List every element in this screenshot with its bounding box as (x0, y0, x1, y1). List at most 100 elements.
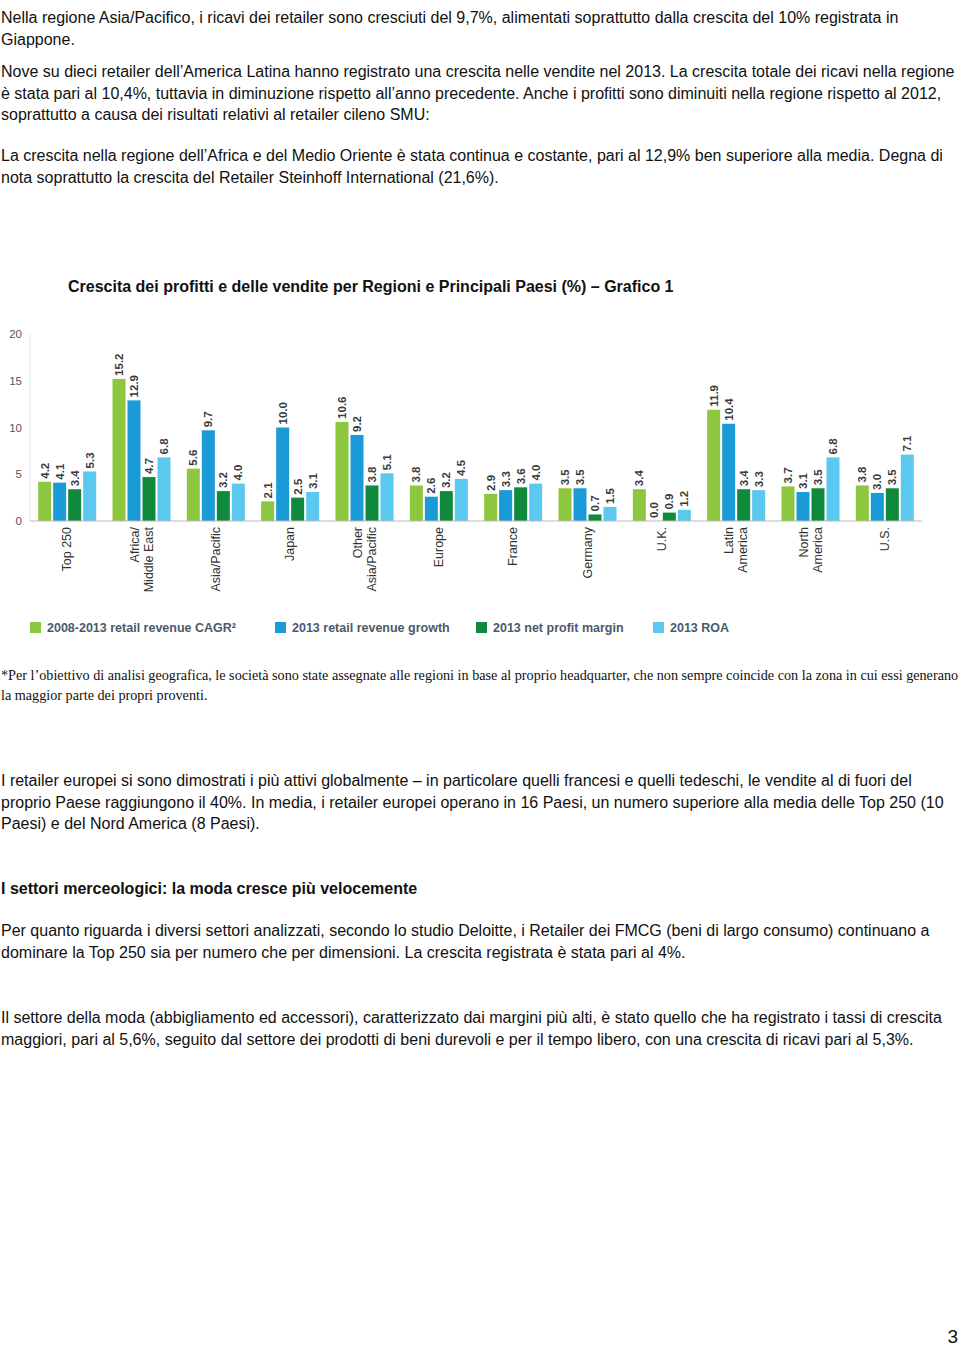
data-label: 3.1 (307, 472, 319, 489)
bar (574, 488, 587, 521)
page-number: 3 (947, 1326, 958, 1348)
data-label: 3.8 (410, 466, 422, 483)
label-line: Top 250 (60, 527, 74, 572)
x-tick-label: Europe (432, 527, 446, 567)
data-label: 1.5 (604, 487, 616, 504)
label-line: U.S. (878, 527, 892, 551)
data-label: 9.7 (202, 411, 214, 427)
data-label: 4.7 (143, 458, 155, 474)
data-label: 2.6 (425, 478, 437, 494)
bar (158, 457, 171, 521)
label-line: Latin (722, 527, 736, 554)
data-label: 5.6 (187, 450, 199, 466)
data-label: 6.8 (158, 438, 170, 455)
bar (856, 485, 869, 521)
x-tick-label: Japan (283, 527, 297, 561)
bar (143, 477, 156, 521)
y-tick-label: 5 (16, 468, 22, 480)
data-label: 10.6 (336, 396, 348, 418)
x-tick-label: Africa/Middle East (128, 526, 156, 592)
chart-title: Crescita dei profitti e delle vendite pe… (68, 278, 674, 296)
label-line: Asia/Pacific (209, 527, 223, 592)
y-tick-label: 20 (9, 328, 22, 340)
data-label: 10.0 (277, 402, 289, 424)
y-tick-label: 10 (9, 422, 22, 434)
data-label: 2.9 (485, 475, 497, 491)
bar (529, 484, 542, 521)
data-label: 5.3 (84, 452, 96, 468)
bar (53, 483, 66, 521)
x-tick-label: Germany (581, 526, 595, 578)
legend-swatch (30, 622, 41, 633)
legend-label: 2013 net profit margin (493, 621, 624, 635)
bar (484, 494, 497, 521)
data-label: 9.2 (351, 416, 363, 432)
data-label: 3.1 (797, 472, 809, 489)
bar (737, 489, 750, 521)
bar (113, 379, 126, 521)
data-label: 15.2 (113, 353, 125, 375)
label-line: Germany (581, 526, 595, 578)
bar (83, 471, 96, 521)
data-label: 6.8 (827, 438, 839, 455)
legend-swatch (653, 622, 664, 633)
bar (827, 457, 840, 521)
bar (276, 428, 289, 522)
data-label: 4.2 (39, 463, 51, 479)
label-line: Japan (283, 527, 297, 561)
x-tick-label: Top 250 (60, 527, 74, 572)
x-tick-label: LatinAmerica (722, 527, 750, 573)
label-line: France (506, 527, 520, 566)
data-label: 3.5 (559, 469, 571, 486)
data-label: 3.2 (217, 472, 229, 488)
bar (351, 435, 364, 521)
data-label: 12.9 (128, 375, 140, 397)
bar (752, 490, 765, 521)
bar (499, 490, 512, 521)
x-tick-label: Asia/Pacific (209, 527, 223, 592)
data-labels: 4.215.25.62.110.63.82.93.53.411.93.73.84… (39, 353, 914, 518)
bar (38, 482, 51, 521)
x-tick-label: France (506, 527, 520, 566)
bar (678, 510, 691, 521)
bar (455, 479, 468, 521)
data-label: 0.0 (648, 502, 660, 518)
label-line: America (811, 527, 825, 573)
data-label: 3.4 (69, 470, 81, 487)
bar (886, 488, 899, 521)
data-label: 3.5 (812, 469, 824, 486)
chart: 051015204.215.25.62.110.63.82.93.53.411.… (0, 318, 960, 643)
bar (663, 513, 676, 521)
y-tick-label: 0 (16, 515, 22, 527)
x-tick-label: U.S. (878, 527, 892, 551)
bars (38, 379, 914, 521)
data-label: 10.4 (723, 398, 735, 421)
legend-swatch (275, 622, 286, 633)
paragraph: Nella regione Asia/Pacifico, i ricavi de… (1, 7, 959, 50)
label-line: North (797, 527, 811, 558)
bar (707, 410, 720, 521)
data-label: 0.9 (663, 494, 675, 510)
data-label: 0.7 (589, 495, 601, 511)
x-tick-label: OtherAsia/Pacific (351, 527, 379, 592)
bar (589, 514, 602, 521)
data-label: 4.1 (54, 463, 66, 480)
bar (440, 491, 453, 521)
data-label: 1.2 (678, 491, 690, 507)
data-label: 3.3 (753, 471, 765, 487)
data-label: 4.0 (530, 465, 542, 481)
data-label: 3.4 (738, 470, 750, 487)
bar (633, 489, 646, 521)
paragraph: La crescita nella regione dell’Africa e … (1, 145, 959, 188)
bar (559, 488, 572, 521)
data-label: 4.5 (455, 459, 467, 476)
label-line: Other (351, 527, 365, 558)
bar (202, 430, 215, 521)
bar (901, 455, 914, 521)
bar (782, 486, 795, 521)
bar (232, 484, 245, 521)
paragraph: I retailer europei si sono dimostrati i … (1, 770, 959, 835)
legend-label: 2013 retail revenue growth (292, 621, 450, 635)
data-label: 3.3 (500, 471, 512, 487)
data-label: 3.5 (886, 469, 898, 486)
